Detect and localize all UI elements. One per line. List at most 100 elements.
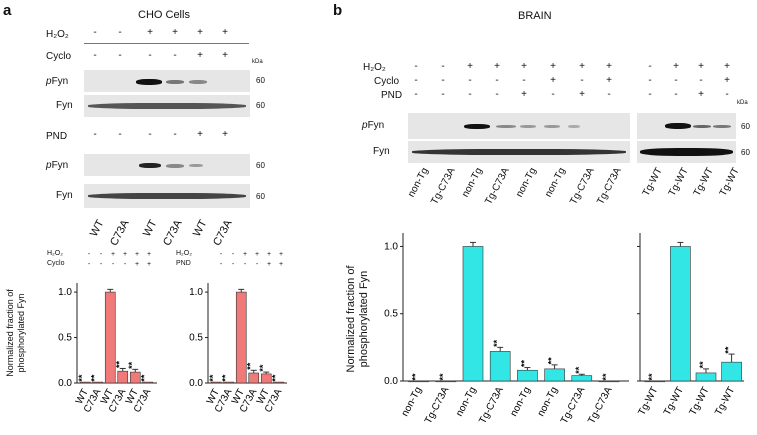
bar bbox=[721, 361, 742, 382]
b-cyclo-sign-right: - bbox=[648, 75, 652, 86]
significance-mark: ** bbox=[246, 362, 256, 370]
b-cyclo-sign: - bbox=[468, 75, 472, 86]
y-tick-label: 0.5 bbox=[189, 333, 203, 344]
bar bbox=[571, 375, 593, 382]
b-cyclo-sign-right: - bbox=[674, 75, 678, 86]
y-tick-label: 1.0 bbox=[58, 287, 72, 298]
b-h2o2-sign: + bbox=[606, 61, 612, 72]
a-chart1-cyclo-name: Cyclo bbox=[47, 260, 65, 267]
significance-mark: ** bbox=[492, 339, 502, 347]
a-c2-sign: + bbox=[266, 251, 272, 258]
a-cyclo-sign: - bbox=[118, 50, 122, 61]
a-cyclo-sign: - bbox=[148, 50, 152, 61]
bar bbox=[598, 380, 620, 383]
a-pnd-label: PND bbox=[46, 131, 68, 142]
b-cyclo-sign: - bbox=[495, 75, 499, 86]
b-cyclo-sign: + bbox=[606, 75, 612, 86]
a-c1-sign: - bbox=[123, 261, 127, 268]
a-fyn-label-1: Fyn bbox=[56, 100, 73, 111]
a-fyn-blot-2 bbox=[84, 184, 250, 208]
b-h2o2-sign: - bbox=[414, 61, 418, 72]
bar bbox=[517, 369, 538, 382]
a-c1-sign: + bbox=[134, 251, 140, 258]
a-c1-sign: - bbox=[87, 251, 91, 258]
significance-mark: ** bbox=[438, 373, 448, 381]
b-fyn-blot-right bbox=[637, 141, 736, 163]
y-tick-label: 0.5 bbox=[384, 309, 398, 320]
significance-mark: ** bbox=[208, 374, 218, 382]
x-tick-label: non-Tg bbox=[454, 385, 479, 418]
a-c1-sign: + bbox=[146, 251, 152, 258]
a-pfyn-label-1: pFyn bbox=[46, 76, 69, 87]
b-pnd-label: PND bbox=[381, 90, 403, 101]
b-h2o2-sign-right: - bbox=[648, 61, 652, 72]
a-c2-sign: + bbox=[278, 251, 284, 258]
a-pnd-sign: - bbox=[173, 129, 177, 140]
x-tick-label: Tg-C73A bbox=[559, 385, 588, 426]
a-c2-sign: - bbox=[219, 261, 223, 268]
a-c1-sign: - bbox=[99, 251, 103, 258]
b-pnd-sign: - bbox=[551, 89, 555, 100]
y-tick-label: 0.0 bbox=[189, 378, 203, 389]
b-pnd-sign-right: - bbox=[674, 89, 678, 100]
b-pnd-sign: - bbox=[607, 89, 611, 100]
significance-mark: ** bbox=[547, 357, 557, 365]
significance-mark: ** bbox=[647, 373, 657, 381]
bar bbox=[260, 373, 272, 384]
b-h2o2-sign: + bbox=[521, 61, 527, 72]
a-c1-sign: - bbox=[111, 261, 115, 268]
a-mw-2: 60 bbox=[256, 101, 265, 110]
significance-mark: ** bbox=[698, 361, 708, 369]
bar bbox=[129, 371, 141, 384]
a-c2-sign: + bbox=[242, 251, 248, 258]
a-cyclo-sign: - bbox=[173, 50, 177, 61]
x-tick-label: Tg-WT bbox=[662, 385, 686, 417]
significance-mark: ** bbox=[90, 374, 100, 382]
bar bbox=[408, 380, 429, 383]
a-c2-sign: - bbox=[255, 261, 259, 268]
significance-mark: ** bbox=[411, 373, 421, 381]
a-cyclo-sign: - bbox=[93, 50, 97, 61]
a-c1-sign: - bbox=[99, 261, 103, 268]
b-pnd-sign: + bbox=[579, 89, 585, 100]
a-c2-sign: + bbox=[278, 261, 284, 268]
a-chart2-h2o2-name: H₂O₂ bbox=[176, 250, 192, 257]
a-cyclo-label: Cyclo bbox=[46, 51, 72, 62]
b-h2o2-sign-right: + bbox=[698, 61, 704, 72]
b-pnd-sign: - bbox=[441, 89, 445, 100]
b-pfyn-label: pFyn bbox=[362, 120, 385, 131]
b-pnd-sign: - bbox=[495, 89, 499, 100]
b-pnd-sign: - bbox=[414, 89, 418, 100]
significance-mark: ** bbox=[77, 374, 87, 382]
b-mw-1: 60 bbox=[741, 122, 750, 131]
bar bbox=[223, 381, 235, 384]
x-tick-label: Tg-WT bbox=[713, 385, 737, 417]
bar bbox=[248, 372, 260, 384]
b-fyn-label: Fyn bbox=[373, 146, 390, 157]
a-c2-sign: - bbox=[243, 261, 247, 268]
a-kda-label: kDa bbox=[252, 59, 263, 65]
a-mw-3: 60 bbox=[256, 161, 265, 170]
b-h2o2-label: H₂O₂ bbox=[363, 62, 386, 73]
bar bbox=[644, 380, 666, 383]
a-h2o2-label: H₂O₂ bbox=[46, 29, 69, 40]
x-tick-label: non-Tg bbox=[508, 385, 533, 418]
b-pnd-sign-right: - bbox=[725, 89, 729, 100]
b-h2o2-sign: + bbox=[579, 61, 585, 72]
a-pfyn-blot-2 bbox=[84, 154, 250, 176]
x-tick-label: non-Tg bbox=[400, 385, 425, 418]
a-pnd-sign: + bbox=[197, 129, 203, 140]
a-c1-sign: - bbox=[87, 261, 91, 268]
bar bbox=[142, 381, 154, 384]
bar bbox=[117, 370, 129, 384]
b-pnd-sign: - bbox=[468, 89, 472, 100]
b-fyn-blot-left bbox=[408, 141, 630, 163]
b-h2o2-sign-right: + bbox=[724, 61, 730, 72]
a-divider bbox=[84, 43, 249, 44]
a-mw-4: 60 bbox=[256, 192, 265, 201]
panel-a-label: a bbox=[3, 2, 12, 19]
y-tick-label: 0.5 bbox=[58, 333, 72, 344]
a-h2o2-sign: + bbox=[147, 27, 153, 38]
a-h2o2-sign: - bbox=[93, 27, 97, 38]
